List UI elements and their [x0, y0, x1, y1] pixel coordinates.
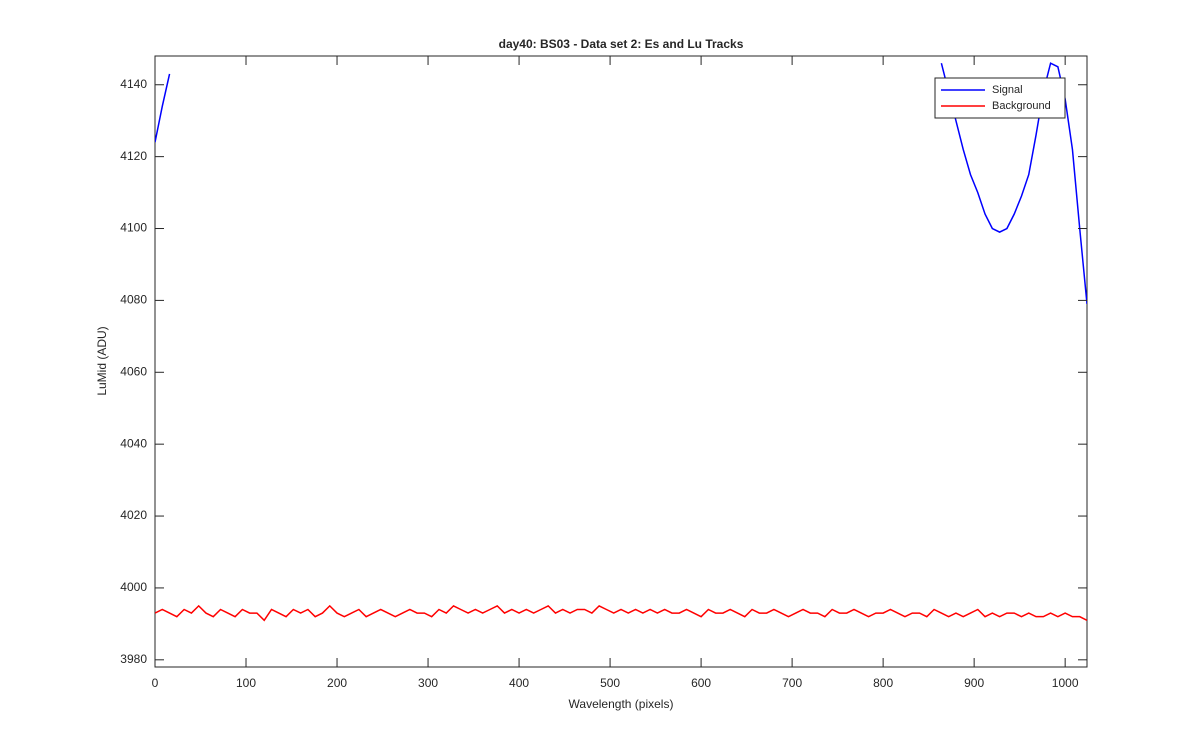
series-line	[155, 604, 1087, 622]
y-tick-label: 4080	[120, 293, 147, 307]
y-tick-label: 4000	[120, 580, 147, 594]
x-tick-label: 700	[782, 676, 802, 690]
chart-title: day40: BS03 - Data set 2: Es and Lu Trac…	[499, 37, 744, 51]
y-tick-label: 3980	[120, 652, 147, 666]
y-axis-label: LuMid (ADU)	[95, 326, 109, 395]
x-tick-label: 600	[691, 676, 711, 690]
x-tick-label: 100	[236, 676, 256, 690]
y-tick-label: 4040	[120, 436, 147, 450]
x-tick-label: 800	[873, 676, 893, 690]
x-axis-label: Wavelength (pixels)	[569, 697, 674, 711]
y-tick-label: 4140	[120, 77, 147, 91]
plot-area	[154, 55, 1088, 668]
x-tick-label: 300	[418, 676, 438, 690]
x-tick-label: 1000	[1052, 676, 1079, 690]
x-tick-label: 200	[327, 676, 347, 690]
legend-label: Signal	[992, 84, 1023, 96]
y-tick-label: 4120	[120, 149, 147, 163]
legend-label: Background	[992, 100, 1051, 112]
x-tick-label: 0	[152, 676, 159, 690]
x-tick-label: 500	[600, 676, 620, 690]
y-tick-label: 4060	[120, 364, 147, 378]
x-tick-label: 400	[509, 676, 529, 690]
y-tick-label: 4020	[120, 508, 147, 522]
legend-box	[934, 77, 1066, 119]
x-tick-label: 900	[964, 676, 984, 690]
y-tick-label: 4100	[120, 221, 147, 235]
